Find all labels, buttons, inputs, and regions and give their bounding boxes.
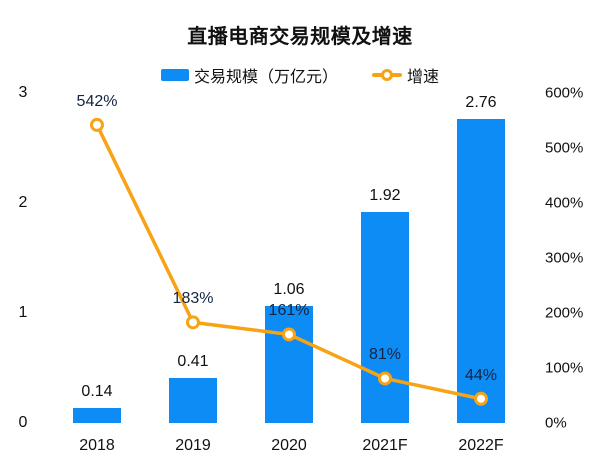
- legend-item-line-series: 增速: [372, 63, 439, 87]
- legend-item-bar-series: 交易规模（万亿元）: [160, 63, 338, 87]
- growth-point-marker: [186, 315, 200, 330]
- legend-line-label: 增速: [407, 69, 440, 86]
- left-axis-tick: 0: [18, 414, 28, 431]
- left-axis-tick: 3: [18, 84, 28, 101]
- bar-value-label: 1.06: [273, 281, 305, 299]
- chart-title: 直播电商交易规模及增速: [187, 26, 413, 48]
- bar-value-label: 0.41: [177, 352, 209, 370]
- right-axis-tick: 200%: [545, 304, 584, 322]
- growth-value-label: 183%: [172, 290, 214, 308]
- legend-bar-label: 交易规模（万亿元）: [193, 69, 338, 86]
- line-marker-icon: [381, 69, 393, 81]
- left-axis-tick: 1: [18, 304, 28, 321]
- right-axis-tick: 500%: [545, 139, 584, 157]
- growth-value-label: 81%: [368, 346, 402, 364]
- x-axis-tick-2021F: 2021F: [362, 437, 408, 454]
- left-axis-tick: 2: [18, 194, 28, 211]
- growth-point-marker: [282, 327, 296, 342]
- growth-point-marker: [378, 371, 392, 386]
- growth-point-marker: [474, 391, 488, 406]
- legend: 交易规模（万亿元） 增速: [0, 64, 600, 86]
- bar-series-swatch-icon: [160, 69, 189, 81]
- x-axis-tick-2020: 2020: [271, 437, 307, 454]
- bar-2018: [73, 407, 121, 423]
- bar-2019: [169, 377, 217, 423]
- right-axis-tick: 600%: [545, 84, 584, 102]
- growth-point-marker: [90, 117, 104, 132]
- growth-value-label: 542%: [76, 92, 118, 110]
- right-axis-tick: 400%: [545, 194, 584, 212]
- bar-value-label: 1.92: [369, 186, 401, 204]
- bar-2022F: [457, 119, 505, 423]
- x-axis-tick-2022F: 2022F: [458, 437, 504, 454]
- growth-value-label: 161%: [268, 302, 310, 320]
- bar-value-label: 2.76: [465, 94, 497, 112]
- bar-value-label: 0.14: [81, 382, 113, 400]
- right-axis-tick: 300%: [545, 249, 584, 267]
- x-axis-tick-2019: 2019: [175, 437, 211, 454]
- growth-line: [95, 123, 483, 401]
- right-axis-tick: 0%: [545, 414, 567, 432]
- bar-2020: [265, 306, 313, 423]
- growth-value-label: 44%: [464, 366, 498, 384]
- line-series-swatch-icon: [372, 69, 402, 81]
- right-axis-tick: 100%: [545, 359, 584, 377]
- x-axis-tick-2018: 2018: [79, 437, 115, 454]
- bar-2021F: [361, 211, 409, 423]
